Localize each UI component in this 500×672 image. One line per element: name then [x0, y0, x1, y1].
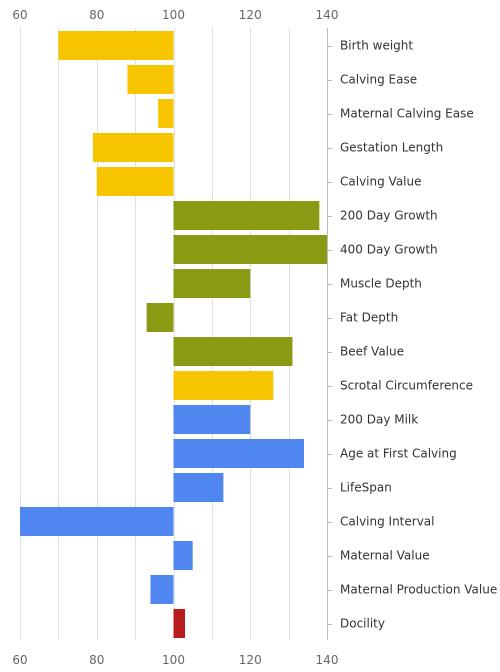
axis [327, 28, 332, 640]
x-tick-label-top: 140 [316, 8, 339, 22]
x-tick-label-bottom: 100 [162, 653, 185, 667]
x-tick-label-bottom: 120 [239, 653, 262, 667]
category-label: Muscle Depth [340, 277, 422, 291]
category-label: Scrotal Circumference [340, 379, 473, 393]
category-label: Fat Depth [340, 311, 398, 325]
bar-200-day-milk [173, 405, 251, 434]
x-tick-label-top: 60 [12, 8, 27, 22]
x-tick-label-bottom: 140 [316, 653, 339, 667]
x-tick-label-bottom: 60 [12, 653, 27, 667]
bar-calving-interval [20, 507, 174, 536]
x-tick-label-top: 80 [89, 8, 104, 22]
bar-scrotal-circumference [173, 371, 274, 400]
x-tick-label-bottom: 80 [89, 653, 104, 667]
bar-fat-depth [146, 303, 174, 332]
bar-maternal-production-value [150, 575, 174, 604]
category-label: Docility [340, 617, 385, 631]
x-tick-label-top: 100 [162, 8, 185, 22]
bar-gestation-length [92, 133, 174, 162]
category-label: Calving Ease [340, 73, 417, 87]
category-label: 200 Day Milk [340, 413, 418, 427]
top-tick-labels: 60 80 100 120 140 [12, 8, 338, 22]
bar-lifespan [173, 473, 224, 502]
bar-muscle-depth [173, 269, 251, 298]
category-label: Gestation Length [340, 141, 443, 155]
category-label: Maternal Production Value [340, 583, 497, 597]
bar-calving-ease [127, 65, 174, 94]
bar-beef-value [173, 337, 293, 366]
bar-age-at-first-calving [173, 439, 304, 468]
x-tick-label-top: 120 [239, 8, 262, 22]
category-label: Beef Value [340, 345, 404, 359]
category-label: Calving Value [340, 175, 422, 189]
bar-maternal-value [173, 541, 193, 570]
category-label: Maternal Value [340, 549, 430, 563]
category-label: LifeSpan [340, 481, 392, 495]
bar-400-day-growth [173, 235, 327, 264]
bar-maternal-calving-ease [158, 99, 174, 128]
bars [20, 31, 327, 638]
bar-200-day-growth [173, 201, 320, 230]
category-label: Maternal Calving Ease [340, 107, 474, 121]
category-label: Calving Interval [340, 515, 435, 529]
category-label: Birth weight [340, 39, 413, 53]
bar-birth-weight [58, 31, 174, 60]
category-label: Age at First Calving [340, 447, 457, 461]
bar-calving-value [96, 167, 174, 196]
category-label: 200 Day Growth [340, 209, 438, 223]
bar-docility [173, 609, 186, 638]
bottom-tick-labels: 60 80 100 120 140 [12, 653, 338, 667]
category-labels: Birth weight Calving Ease Maternal Calving… [340, 39, 497, 631]
category-label: 400 Day Growth [340, 243, 438, 257]
